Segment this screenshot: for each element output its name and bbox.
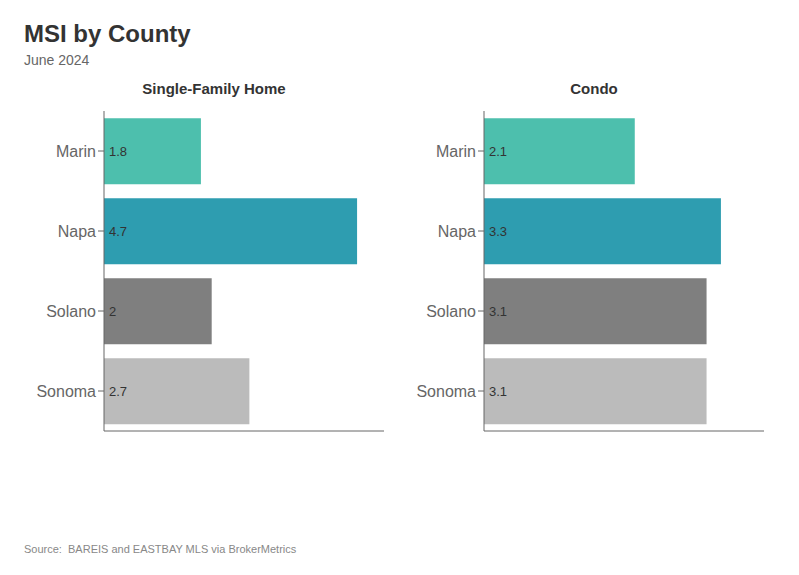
svg-text:3.1: 3.1 — [489, 384, 507, 399]
svg-text:Marin: Marin — [436, 143, 476, 160]
svg-text:Sonoma: Sonoma — [416, 383, 476, 400]
svg-text:2: 2 — [109, 304, 116, 319]
svg-text:Marin: Marin — [56, 143, 96, 160]
svg-text:Solano: Solano — [426, 303, 476, 320]
html-text:Single-Family Home: Single-Family Home — [142, 80, 286, 97]
html-text:Condo: Condo — [570, 80, 618, 97]
svg-text:2.1: 2.1 — [489, 144, 507, 159]
html-text:June 2024: June 2024 — [24, 52, 90, 68]
svg-text:4.7: 4.7 — [109, 224, 127, 239]
svg-text:Solano: Solano — [46, 303, 96, 320]
svg-text:2.7: 2.7 — [109, 384, 127, 399]
svg-text:3.3: 3.3 — [489, 224, 507, 239]
svg-text:Napa: Napa — [58, 223, 96, 240]
svg-text:Sonoma: Sonoma — [36, 383, 96, 400]
html-text:Source: BAREIS and EASTBAY MLS: Source: BAREIS and EASTBAY MLS via Broke… — [24, 543, 297, 555]
html-text:MSI by County: MSI by County — [24, 20, 191, 47]
svg-text:3.1: 3.1 — [489, 304, 507, 319]
svg-text:1.8: 1.8 — [109, 144, 127, 159]
svg-text:Napa: Napa — [438, 223, 476, 240]
